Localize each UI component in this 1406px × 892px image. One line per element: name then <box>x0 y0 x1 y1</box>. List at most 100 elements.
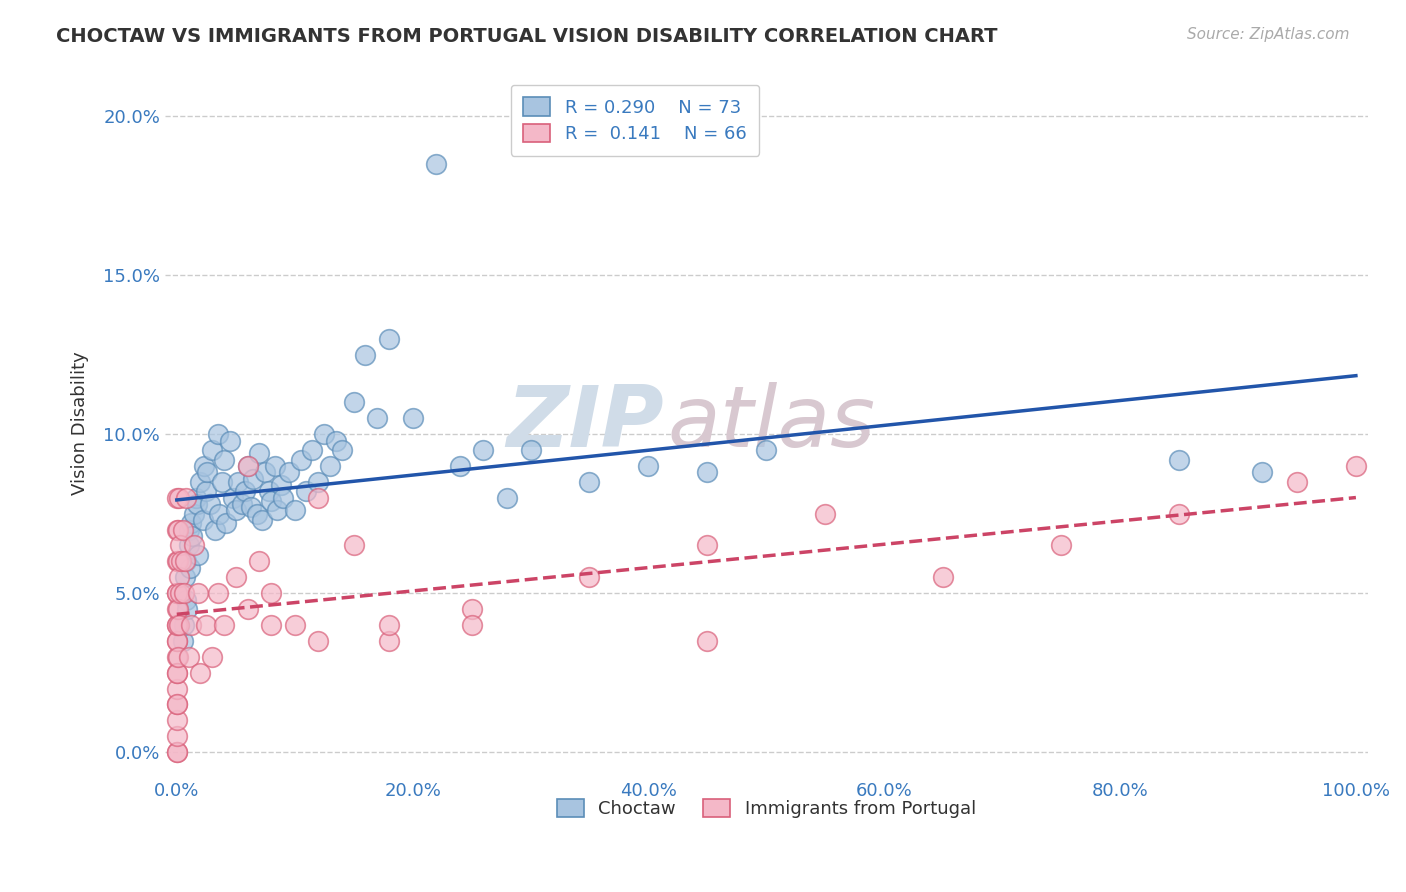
Point <box>354 348 377 362</box>
Point <box>166 491 188 505</box>
Point <box>236 458 259 473</box>
Point <box>166 602 188 616</box>
Point <box>307 475 329 489</box>
Point <box>177 538 200 552</box>
Point <box>425 157 447 171</box>
Point <box>236 458 259 473</box>
Point <box>201 443 224 458</box>
Point <box>257 484 280 499</box>
Point <box>284 618 307 632</box>
Point <box>207 427 229 442</box>
Point <box>277 466 299 480</box>
Point <box>378 618 401 632</box>
Point <box>180 618 202 632</box>
Point <box>195 484 218 499</box>
Point <box>166 633 188 648</box>
Point <box>343 538 366 552</box>
Point <box>814 507 837 521</box>
Point <box>325 434 347 448</box>
Point <box>242 472 264 486</box>
Point <box>181 529 204 543</box>
Point <box>167 649 190 664</box>
Point <box>166 665 188 680</box>
Point <box>1250 466 1272 480</box>
Point <box>167 523 190 537</box>
Text: ZIP: ZIP <box>506 382 664 465</box>
Point <box>166 745 188 759</box>
Point <box>166 633 188 648</box>
Point <box>174 554 197 568</box>
Point <box>460 602 482 616</box>
Point <box>166 586 188 600</box>
Point <box>166 618 188 632</box>
Point <box>366 411 388 425</box>
Y-axis label: Vision Disability: Vision Disability <box>72 351 89 495</box>
Point <box>246 507 269 521</box>
Point <box>247 446 270 460</box>
Point <box>401 411 423 425</box>
Point <box>177 523 200 537</box>
Point <box>167 618 190 632</box>
Point <box>166 618 188 632</box>
Point <box>460 618 482 632</box>
Point <box>260 494 283 508</box>
Point <box>240 500 263 515</box>
Point <box>378 332 401 346</box>
Point <box>201 649 224 664</box>
Point <box>222 491 245 505</box>
Point <box>519 443 541 458</box>
Point <box>696 466 718 480</box>
Point <box>449 458 471 473</box>
Point <box>1168 507 1191 521</box>
Point <box>472 443 495 458</box>
Point <box>319 458 342 473</box>
Point <box>696 633 718 648</box>
Point <box>295 484 318 499</box>
Point <box>233 484 256 499</box>
Point <box>174 491 197 505</box>
Point <box>696 538 718 552</box>
Point <box>225 570 247 584</box>
Point <box>637 458 659 473</box>
Point <box>755 443 778 458</box>
Point <box>378 633 401 648</box>
Point <box>270 478 292 492</box>
Point <box>184 491 207 505</box>
Point <box>166 714 188 728</box>
Point <box>225 503 247 517</box>
Point <box>301 443 323 458</box>
Point <box>197 466 219 480</box>
Point <box>212 452 235 467</box>
Point <box>169 538 191 552</box>
Point <box>1285 475 1308 489</box>
Point <box>307 491 329 505</box>
Point <box>193 458 215 473</box>
Point <box>174 570 197 584</box>
Point <box>236 602 259 616</box>
Point <box>190 665 212 680</box>
Point <box>166 523 188 537</box>
Point <box>172 523 194 537</box>
Point <box>183 507 205 521</box>
Point <box>186 497 208 511</box>
Point <box>307 633 329 648</box>
Point <box>167 570 190 584</box>
Point <box>167 554 190 568</box>
Point <box>204 523 226 537</box>
Point <box>212 618 235 632</box>
Point <box>211 475 233 489</box>
Point <box>207 586 229 600</box>
Point <box>260 586 283 600</box>
Point <box>198 497 221 511</box>
Point <box>166 554 188 568</box>
Point <box>247 554 270 568</box>
Point <box>218 434 240 448</box>
Point <box>180 516 202 531</box>
Point <box>166 698 188 712</box>
Point <box>187 548 209 562</box>
Point <box>284 503 307 517</box>
Point <box>166 665 188 680</box>
Point <box>176 602 198 616</box>
Point <box>191 513 214 527</box>
Point <box>263 458 285 473</box>
